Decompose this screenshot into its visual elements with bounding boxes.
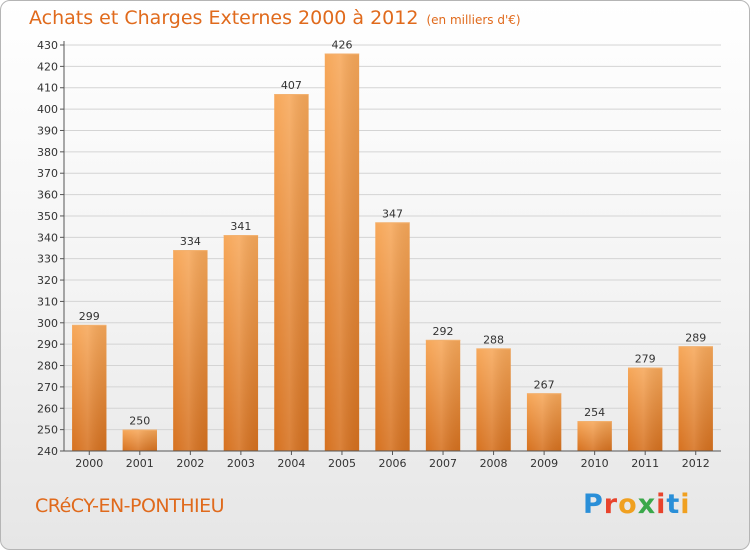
y-tick-label: 380 — [37, 146, 58, 159]
logo-letter: r — [603, 489, 619, 520]
chart-title-text: Achats et Charges Externes 2000 à 2012 — [29, 7, 419, 29]
y-tick-label: 310 — [37, 295, 58, 308]
bar-shine — [72, 324, 107, 451]
bar-shine — [476, 348, 511, 451]
bar-shine — [678, 346, 713, 451]
bar-shine — [526, 393, 562, 451]
bar-shine — [577, 421, 612, 451]
location-name: CRéCY-EN-PONTHIEU — [35, 495, 225, 517]
bar-shine — [173, 250, 208, 451]
y-tick-label: 340 — [37, 231, 58, 244]
x-tick-label: 2007 — [429, 457, 457, 470]
chart-title: Achats et Charges Externes 2000 à 2012 (e… — [29, 7, 521, 29]
bar-shine — [324, 53, 360, 452]
data-label: 267 — [534, 378, 555, 391]
data-label: 292 — [433, 325, 454, 338]
y-tick-label: 420 — [37, 60, 58, 73]
y-tick-label: 250 — [37, 424, 58, 437]
data-label: 254 — [584, 406, 605, 419]
data-label: 299 — [79, 310, 100, 323]
y-tick-label: 300 — [37, 317, 58, 330]
data-label: 334 — [180, 235, 201, 248]
data-label: 426 — [331, 39, 352, 52]
data-label: 347 — [382, 207, 403, 220]
logo-letter: o — [618, 489, 638, 520]
y-tick-label: 270 — [37, 381, 58, 394]
y-tick-label: 350 — [37, 210, 58, 223]
x-tick-label: 2005 — [328, 457, 356, 470]
bar-shine — [223, 235, 259, 451]
chart-subtitle: (en milliers d'€) — [426, 13, 521, 27]
data-label: 407 — [281, 79, 302, 92]
data-label: 288 — [483, 333, 504, 346]
x-tick-label: 2004 — [277, 457, 305, 470]
x-tick-label: 2009 — [530, 457, 558, 470]
x-tick-label: 2000 — [75, 457, 103, 470]
y-tick-label: 240 — [37, 445, 58, 458]
x-tick-label: 2012 — [682, 457, 710, 470]
data-label: 279 — [635, 353, 656, 366]
bar-shine — [274, 94, 309, 451]
y-tick-label: 260 — [37, 402, 58, 415]
x-tick-label: 2002 — [176, 457, 204, 470]
x-tick-label: 2010 — [581, 457, 609, 470]
data-label: 289 — [685, 331, 706, 344]
x-tick-label: 2003 — [227, 457, 255, 470]
bar-shine — [628, 367, 663, 451]
y-tick-label: 390 — [37, 124, 58, 137]
logo-letter: i — [680, 489, 691, 520]
y-tick-label: 370 — [37, 167, 58, 180]
bar-shine — [425, 339, 461, 451]
y-tick-label: 330 — [37, 253, 58, 266]
logo-letter: P — [583, 489, 604, 520]
x-tick-label: 2011 — [631, 457, 659, 470]
logo-letter: t — [666, 489, 681, 520]
y-tick-label: 410 — [37, 82, 58, 95]
x-tick-label: 2006 — [379, 457, 407, 470]
logo-letter: i — [656, 489, 667, 520]
bar-shine — [122, 429, 157, 451]
x-tick-label: 2001 — [126, 457, 154, 470]
axes: 240 250 260 270 280 290 300 310 320 330 340 350 360 3… — [37, 39, 721, 470]
bars: 299 250 334 341 407 426 347 292 288 267 254 279 289 — [72, 39, 713, 452]
data-label: 250 — [129, 415, 150, 428]
data-label: 341 — [230, 220, 251, 233]
bar-shine — [375, 222, 410, 451]
y-tick-label: 320 — [37, 274, 58, 287]
y-tick-label: 290 — [37, 338, 58, 351]
x-tick-label: 2008 — [480, 457, 508, 470]
logo-letter: x — [637, 489, 657, 520]
proxiti-logo[interactable]: Proxiti — [583, 489, 691, 520]
y-tick-label: 280 — [37, 360, 58, 373]
y-tick-label: 430 — [37, 39, 58, 52]
y-tick-label: 360 — [37, 189, 58, 202]
y-tick-label: 400 — [37, 103, 58, 116]
